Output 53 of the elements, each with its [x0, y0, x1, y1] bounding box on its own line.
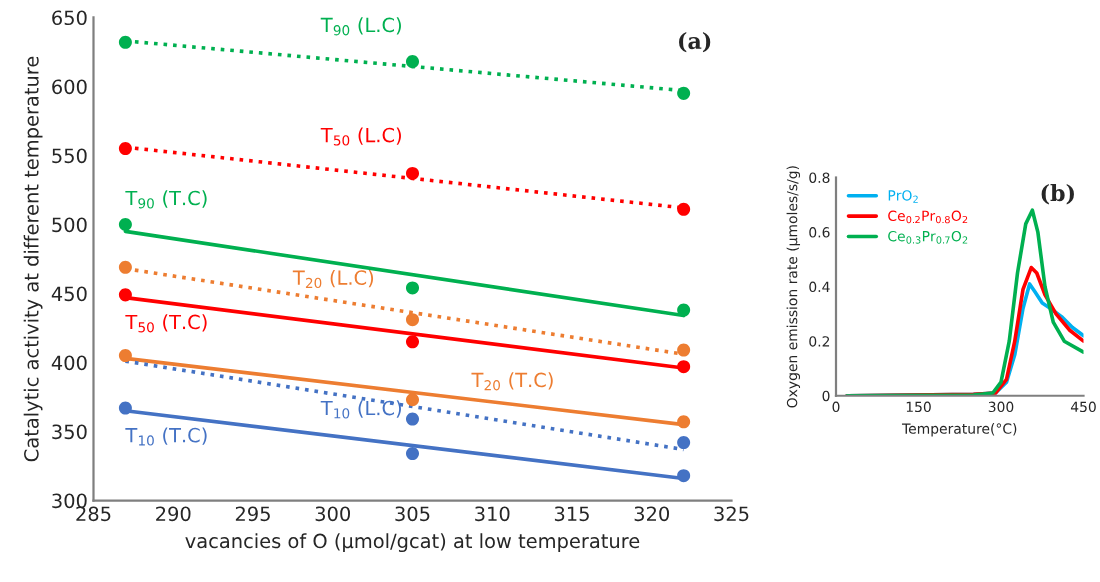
line-series	[845, 208, 1084, 396]
series-label: T$_{20}$ (L.C)	[292, 269, 374, 289]
y-tick-label: 400	[51, 355, 87, 371]
series-label: T$_{50}$ (L.C)	[320, 127, 401, 146]
y-tick-label: 550	[52, 148, 87, 164]
x-tick-label: 300	[315, 506, 351, 522]
point	[405, 313, 420, 327]
point	[677, 415, 691, 429]
x-tick-label: 295	[235, 506, 270, 522]
x-tick-label: 290	[156, 506, 191, 522]
y-tick-label: 300	[52, 493, 87, 509]
y-tick-label: 500	[52, 217, 87, 233]
series-label: T$_{10}$ (T.C)	[125, 427, 207, 446]
point	[118, 217, 132, 231]
x-axis-title: vacancies of O (µmol/gcat) at low temperature	[185, 533, 640, 553]
point	[405, 393, 420, 407]
x-tick-label: 305	[395, 506, 430, 522]
point	[118, 401, 132, 415]
point	[677, 86, 691, 100]
y-tick-label: 350	[52, 424, 87, 440]
y-tick-label: 600	[52, 79, 87, 95]
point	[405, 412, 420, 426]
point	[405, 55, 420, 69]
x-tick-label: 310	[475, 506, 510, 522]
point	[677, 343, 691, 357]
annotation: (a)	[679, 31, 711, 53]
point	[677, 202, 691, 216]
y-tick-label: 650	[52, 10, 87, 26]
x-tick-label: 325	[714, 506, 749, 522]
series-label: T$_{90}$ (T.C)	[125, 190, 207, 209]
point	[405, 166, 420, 180]
series-label: T$_{20}$ (T.C)	[471, 372, 553, 391]
series-label: T$_{50}$ (T.C)	[125, 314, 207, 333]
point	[405, 447, 420, 461]
point	[677, 303, 691, 317]
point	[677, 360, 691, 374]
point	[118, 288, 132, 302]
point	[677, 469, 691, 483]
point	[118, 35, 132, 49]
series-label: T$_{90}$ (L.C)	[320, 17, 401, 36]
y-tick-label: 450	[51, 286, 87, 302]
point	[118, 260, 132, 274]
y-axis-title: Catalytic activity at different temperature	[23, 56, 43, 462]
point	[118, 142, 132, 156]
x-tick-label: 320	[634, 506, 670, 522]
x-tick-label: 315	[554, 506, 589, 522]
point	[405, 281, 420, 295]
point	[677, 436, 691, 450]
series-label: T$_{10}$ (L.C)	[320, 400, 401, 419]
point	[405, 335, 420, 349]
x-tick-label: 285	[76, 506, 111, 522]
annotation: (b)	[1041, 184, 1074, 205]
point	[118, 349, 132, 363]
